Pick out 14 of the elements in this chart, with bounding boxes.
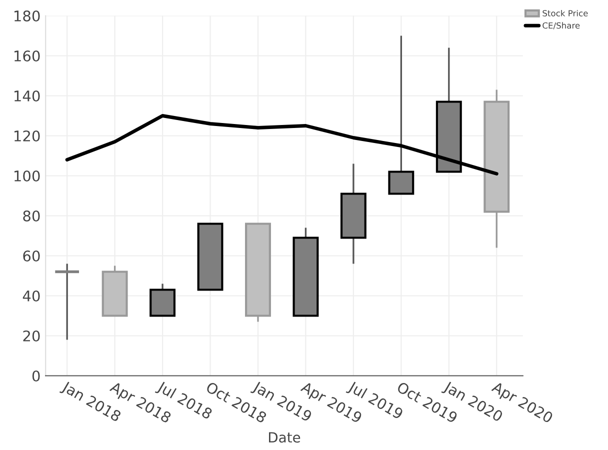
y-tick-label: 60 — [23, 250, 40, 262]
y-tick-label: 100 — [14, 170, 40, 182]
y-tick-label: 80 — [23, 210, 40, 222]
y-tick-label: 0 — [32, 370, 40, 382]
y-tick-label: 40 — [22, 290, 40, 302]
y-tick-label: 20 — [23, 330, 40, 342]
candlestick — [54, 262, 80, 341]
y-tick-label: 120 — [14, 130, 40, 142]
y-tick-label: 160 — [14, 50, 40, 62]
y-tick-label: 140 — [14, 90, 40, 102]
y-tick-label: 180 — [14, 10, 40, 22]
legend-label: Stock Price — [542, 10, 588, 16]
legend-label: CE/Share — [542, 22, 580, 30]
x-axis-title: Date — [269, 432, 300, 443]
